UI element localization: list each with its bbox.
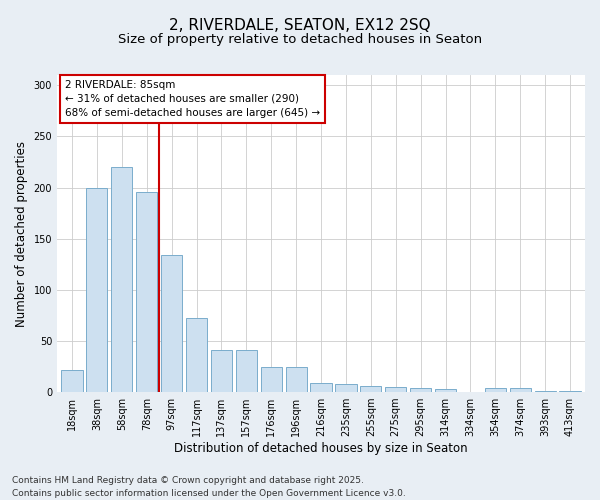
Bar	[360, 386, 382, 392]
Bar	[435, 389, 456, 392]
Bar	[136, 192, 157, 392]
Bar	[559, 391, 581, 392]
Text: 2, RIVERDALE, SEATON, EX12 2SQ: 2, RIVERDALE, SEATON, EX12 2SQ	[169, 18, 431, 32]
Bar	[211, 350, 232, 392]
Bar	[310, 383, 332, 392]
Bar	[161, 255, 182, 392]
Text: Size of property relative to detached houses in Seaton: Size of property relative to detached ho…	[118, 32, 482, 46]
Text: 2 RIVERDALE: 85sqm
← 31% of detached houses are smaller (290)
68% of semi-detach: 2 RIVERDALE: 85sqm ← 31% of detached hou…	[65, 80, 320, 118]
Bar	[236, 350, 257, 392]
Bar	[410, 388, 431, 392]
Text: Contains HM Land Registry data © Crown copyright and database right 2025.
Contai: Contains HM Land Registry data © Crown c…	[12, 476, 406, 498]
Bar	[286, 366, 307, 392]
Bar	[86, 188, 107, 392]
Y-axis label: Number of detached properties: Number of detached properties	[15, 140, 28, 326]
Bar	[186, 318, 207, 392]
Bar	[535, 391, 556, 392]
Bar	[61, 370, 83, 392]
Bar	[385, 387, 406, 392]
Bar	[485, 388, 506, 392]
Bar	[260, 366, 282, 392]
Bar	[111, 167, 133, 392]
Bar	[509, 388, 531, 392]
Bar	[335, 384, 356, 392]
X-axis label: Distribution of detached houses by size in Seaton: Distribution of detached houses by size …	[174, 442, 468, 455]
